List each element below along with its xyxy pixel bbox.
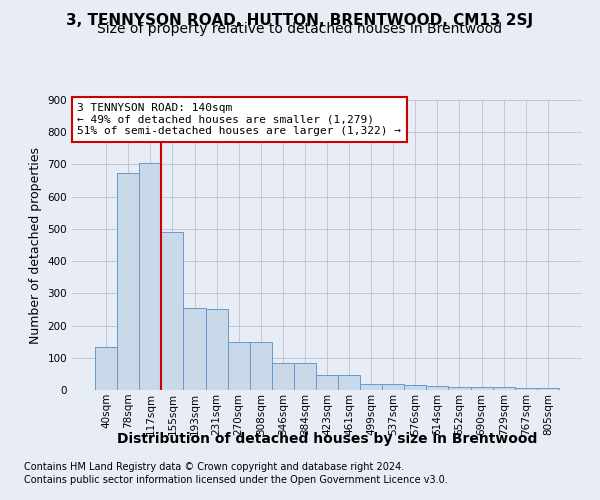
- Bar: [470, 387, 493, 390]
- Bar: [250, 342, 272, 390]
- Bar: [427, 386, 448, 390]
- Bar: [184, 308, 206, 390]
- Text: 3, TENNYSON ROAD, HUTTON, BRENTWOOD, CM13 2SJ: 3, TENNYSON ROAD, HUTTON, BRENTWOOD, CM1…: [67, 12, 533, 28]
- Text: Distribution of detached houses by size in Brentwood: Distribution of detached houses by size …: [117, 432, 537, 446]
- Bar: [272, 364, 294, 390]
- Bar: [360, 384, 382, 390]
- Bar: [404, 386, 427, 390]
- Bar: [537, 388, 559, 390]
- Text: 3 TENNYSON ROAD: 140sqm
← 49% of detached houses are smaller (1,279)
51% of semi: 3 TENNYSON ROAD: 140sqm ← 49% of detache…: [77, 103, 401, 136]
- Bar: [161, 232, 184, 390]
- Bar: [316, 375, 338, 390]
- Bar: [448, 387, 470, 390]
- Text: Contains public sector information licensed under the Open Government Licence v3: Contains public sector information licen…: [24, 475, 448, 485]
- Bar: [95, 346, 117, 390]
- Y-axis label: Number of detached properties: Number of detached properties: [29, 146, 42, 344]
- Bar: [338, 375, 360, 390]
- Bar: [117, 172, 139, 390]
- Text: Contains HM Land Registry data © Crown copyright and database right 2024.: Contains HM Land Registry data © Crown c…: [24, 462, 404, 472]
- Bar: [227, 342, 250, 390]
- Bar: [382, 384, 404, 390]
- Text: Size of property relative to detached houses in Brentwood: Size of property relative to detached ho…: [97, 22, 503, 36]
- Bar: [206, 310, 227, 390]
- Bar: [493, 388, 515, 390]
- Bar: [139, 163, 161, 390]
- Bar: [294, 364, 316, 390]
- Bar: [515, 388, 537, 390]
